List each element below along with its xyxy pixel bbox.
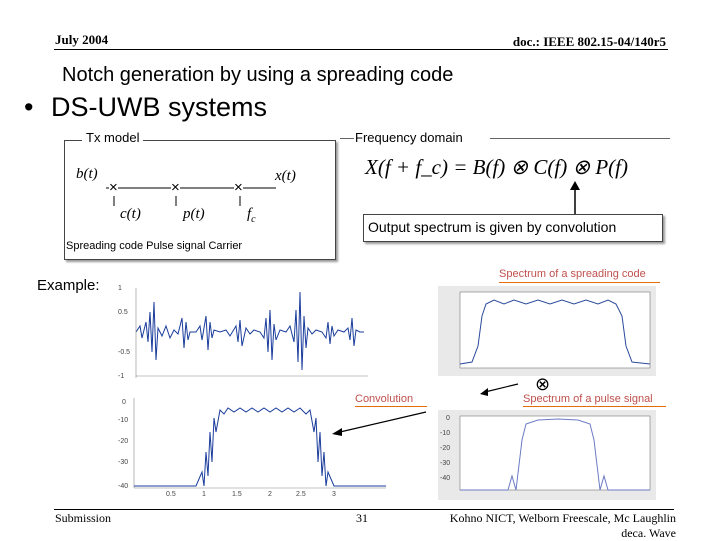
pulse-spectrum-label: Spectrum of a pulse signal [523, 393, 653, 405]
bullet-text: DS-UWB systems [50, 92, 267, 122]
arrow-to-convolution-label [484, 383, 519, 393]
time-domain-plot: 1 0.5 -0.5 -1 [118, 285, 368, 380]
result-plot-ytick-m10: -10 [118, 417, 128, 424]
result-plot-xtick-15: 1.5 [232, 491, 242, 498]
pulse-plot-ytick-0: 0 [446, 415, 450, 422]
header-doc-id: doc.: IEEE 802.15-04/140r5 [512, 34, 666, 49]
pulse-plot-ytick-m30: -30 [440, 460, 450, 467]
result-spectrum-plot: 0 -10 -20 -30 -40 0.5 1 1.5 2 2.5 3 [118, 398, 386, 498]
input-ct: c(t) [120, 206, 141, 222]
input-bt: b(t) [76, 166, 98, 183]
result-plot-xtick-25: 2.5 [296, 491, 306, 498]
pulse-plot-ytick-m20: -20 [440, 445, 450, 452]
footer-submission: Submission [55, 511, 112, 525]
multiplier-3: × [234, 179, 243, 196]
multiplier-1: × [109, 179, 118, 196]
time-plot-ytick-05: 0.5 [118, 309, 128, 316]
footer-authors: Kohno NICT, Welborn Freescale, Mc Laughl… [450, 511, 676, 541]
tx-model-label: Tx model [82, 130, 144, 145]
footer-authors-line2: deca. Wave [621, 526, 676, 540]
slide-subtitle: Notch generation by using a spreading co… [62, 64, 454, 86]
frequency-domain-rule-left [340, 138, 354, 139]
output-xt: x(t) [275, 168, 296, 184]
footer-authors-line1: Kohno NICT, Welborn Freescale, Mc Laughl… [449, 511, 676, 525]
result-plot-ytick-0: 0 [122, 399, 126, 406]
multiplier-2: × [171, 179, 180, 196]
header-rule [54, 49, 668, 50]
result-plot-ytick-m30: -30 [118, 459, 128, 466]
convolution-label: Convolution [355, 393, 414, 405]
input-pt: p(t) [183, 206, 205, 222]
bullet-dot: • [24, 92, 34, 122]
example-label: Example: [37, 277, 100, 294]
convolution-arrows [332, 383, 519, 436]
input-fc-subscript: c [251, 214, 256, 225]
spreading-spectrum-underline [499, 282, 660, 283]
result-plot-xtick-2: 2 [268, 491, 272, 498]
pulse-spectrum-underline [523, 406, 666, 407]
pulse-spectrum-plot: 0 -10 -20 -30 -40 [438, 410, 656, 500]
tx-model-box [64, 140, 336, 260]
spreading-spectrum-plot [438, 286, 656, 376]
footer-rule [54, 509, 674, 510]
arrow-to-result-plot [339, 411, 427, 433]
input-fc-base: f [247, 206, 252, 222]
tx-model-caption: Spreading code Pulse signal Carrier [66, 240, 243, 252]
result-plot-ytick-m20: -20 [118, 438, 128, 445]
result-plot-xtick-05: 0.5 [166, 491, 176, 498]
header-date: July 2004 [55, 32, 109, 47]
frequency-domain-label: Frequency domain [355, 130, 463, 145]
input-fc: fc [247, 206, 256, 225]
tx-model-diagram [106, 187, 276, 206]
time-plot-waveform [135, 291, 364, 371]
convolution-underline [355, 406, 427, 407]
pulse-spectrum-curve [460, 418, 650, 491]
result-spectrum-curve [134, 407, 386, 487]
result-plot-xtick-1: 1 [202, 491, 206, 498]
pulse-plot-ytick-m10: -10 [440, 430, 450, 437]
pulse-plot-ytick-m40: -40 [440, 475, 450, 482]
time-plot-ytick-m05: -0.5 [118, 349, 130, 356]
time-plot-ytick-1: 1 [118, 285, 122, 292]
footer-page-number: 31 [356, 511, 368, 525]
result-plot-xtick-3: 3 [332, 491, 336, 498]
spreading-spectrum-curve [459, 299, 651, 365]
output-spectrum-caption: Output spectrum is given by convolution [368, 219, 617, 235]
time-plot-ytick-m1: -1 [118, 373, 124, 380]
bullet-heading: • DS-UWB systems [24, 92, 267, 123]
convolution-formula: X(f + f_c) = B(f) ⊗ C(f) ⊗ P(f) [365, 155, 628, 179]
convolution-symbol: ⊗ [535, 374, 551, 394]
frequency-domain-rule-right [490, 138, 670, 139]
output-spectrum-box: Output spectrum is given by convolution [363, 214, 663, 242]
result-plot-ytick-m40: -40 [118, 483, 128, 490]
spreading-spectrum-label: Spectrum of a spreading code [499, 268, 646, 280]
